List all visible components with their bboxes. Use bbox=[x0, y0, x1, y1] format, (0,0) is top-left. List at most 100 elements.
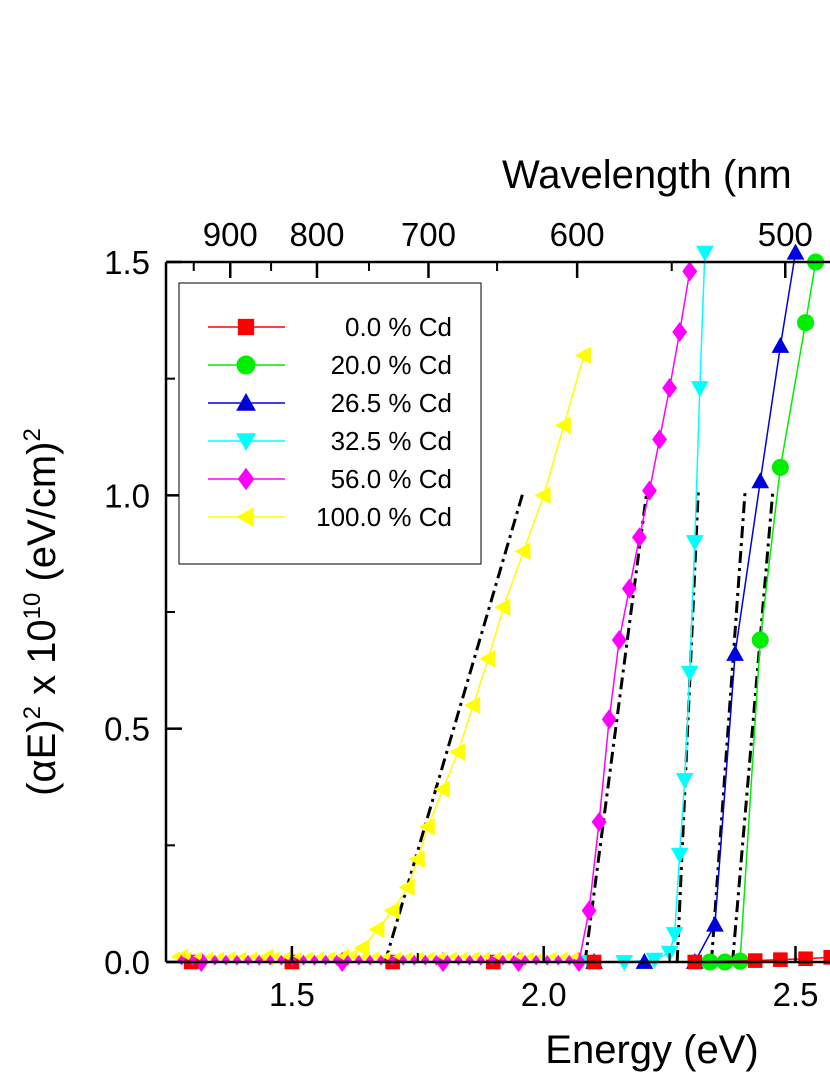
series-line bbox=[594, 252, 797, 963]
baseline-point bbox=[558, 951, 568, 962]
baseline-point bbox=[303, 951, 313, 962]
data-point bbox=[771, 336, 790, 353]
baseline-point bbox=[248, 951, 258, 962]
legend-marker bbox=[236, 433, 256, 452]
legend-label: 26.5 % Cd bbox=[331, 388, 452, 418]
baseline-point bbox=[370, 951, 380, 962]
baseline-point bbox=[569, 951, 579, 962]
baseline-point bbox=[359, 951, 369, 962]
baseline-point bbox=[182, 951, 191, 962]
baseline-point bbox=[226, 951, 236, 962]
baseline-point bbox=[525, 951, 535, 962]
data-point bbox=[786, 243, 805, 260]
series-26-5-cd bbox=[585, 243, 805, 969]
legend-label: 0.0 % Cd bbox=[345, 312, 452, 342]
data-point bbox=[823, 950, 830, 965]
top-tick-label: 500 bbox=[758, 216, 813, 253]
fit-line bbox=[709, 490, 747, 963]
y-tick-label: 1.0 bbox=[104, 477, 150, 514]
data-point bbox=[771, 458, 789, 476]
data-point bbox=[581, 900, 597, 921]
baseline-point bbox=[503, 951, 513, 962]
data-point bbox=[685, 535, 704, 552]
top-tick-label: 800 bbox=[289, 216, 344, 253]
data-point bbox=[554, 416, 571, 435]
baseline-point bbox=[492, 951, 502, 962]
legend-marker bbox=[236, 355, 256, 375]
y-tick-label: 1.5 bbox=[104, 244, 150, 281]
top-tick-label: 900 bbox=[203, 216, 258, 253]
data-point bbox=[479, 649, 496, 668]
legend-entry: 100.0 % Cd bbox=[208, 502, 452, 532]
baseline-point bbox=[425, 951, 435, 962]
data-point bbox=[675, 773, 694, 790]
baseline-point bbox=[277, 954, 286, 966]
data-point bbox=[680, 665, 699, 682]
baseline-point bbox=[204, 951, 214, 962]
data-point bbox=[494, 598, 511, 617]
data-point bbox=[418, 817, 435, 836]
baseline-point bbox=[481, 951, 490, 962]
data-point bbox=[514, 542, 531, 561]
data-point bbox=[798, 951, 813, 967]
data-point bbox=[706, 915, 724, 932]
legend-marker bbox=[236, 392, 256, 411]
baseline-point bbox=[365, 954, 374, 966]
data-point bbox=[449, 743, 465, 761]
data-point bbox=[353, 939, 370, 957]
top-axis-title: Wavelength (nm bbox=[502, 153, 792, 197]
legend-marker bbox=[235, 507, 254, 527]
baseline-point bbox=[470, 951, 479, 962]
x-tick-label: 1.5 bbox=[269, 976, 315, 1013]
baseline-point bbox=[237, 951, 247, 962]
series-line bbox=[589, 252, 706, 963]
baseline-point bbox=[292, 951, 302, 962]
data-point bbox=[621, 578, 637, 599]
legend-marker bbox=[237, 467, 255, 491]
data-point bbox=[642, 480, 657, 501]
baseline-point bbox=[514, 951, 524, 962]
data-point bbox=[601, 709, 617, 730]
baseline-point bbox=[381, 951, 391, 962]
baseline-point bbox=[388, 954, 397, 966]
legend-label: 32.5 % Cd bbox=[331, 426, 452, 456]
baseline-point bbox=[326, 951, 335, 962]
data-point bbox=[368, 920, 385, 939]
ticks: 1.5 2.0 2.5 0.0 0.5 1.0 1.5 900 800 700 600 500 bbox=[104, 216, 819, 1013]
baseline-point bbox=[547, 951, 557, 962]
data-point bbox=[751, 472, 770, 489]
legend: 0.0 % Cd 20.0 % Cd 26.5 % Cd 32.5 % Cd 56.0 … bbox=[178, 282, 482, 565]
baseline-point bbox=[215, 951, 225, 962]
data-point bbox=[645, 952, 664, 969]
data-point bbox=[383, 901, 400, 920]
fit-line bbox=[731, 490, 775, 963]
data-point bbox=[726, 644, 744, 661]
data-point bbox=[631, 527, 647, 548]
legend-entry: 26.5 % Cd bbox=[208, 388, 452, 418]
x-tick-label: 2.5 bbox=[773, 976, 819, 1013]
y-tick-label: 0.0 bbox=[104, 944, 150, 981]
data-point bbox=[672, 321, 688, 343]
legend-entry: 0.0 % Cd bbox=[208, 312, 452, 342]
baseline-point bbox=[337, 951, 346, 962]
data-point bbox=[591, 811, 607, 833]
top-tick-label: 700 bbox=[401, 216, 456, 253]
data-point bbox=[797, 314, 815, 332]
baseline-point bbox=[403, 951, 413, 962]
data-point bbox=[670, 847, 689, 864]
baseline-markers bbox=[171, 951, 585, 966]
baseline-point bbox=[315, 951, 324, 962]
data-point bbox=[751, 631, 769, 649]
legend-entry: 32.5 % Cd bbox=[208, 426, 452, 456]
baseline-point bbox=[421, 954, 430, 966]
y-tick-label: 0.5 bbox=[104, 711, 150, 748]
baseline-point bbox=[436, 951, 446, 962]
data-point bbox=[433, 780, 450, 799]
baseline-point bbox=[459, 951, 468, 962]
data-point bbox=[682, 261, 698, 282]
data-point bbox=[574, 346, 591, 365]
baseline-point bbox=[171, 951, 180, 962]
baseline-point bbox=[332, 954, 341, 966]
data-point bbox=[662, 377, 678, 399]
data-point bbox=[696, 245, 714, 262]
